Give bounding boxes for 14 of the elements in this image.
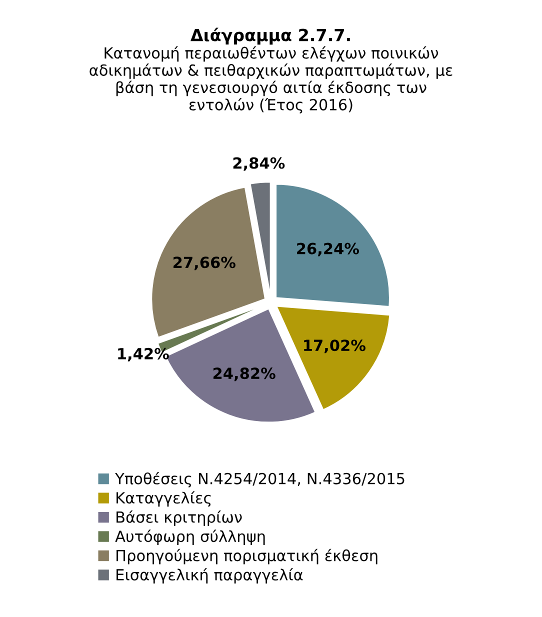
chart-title: Διάγραμμα 2.7.7. bbox=[190, 28, 350, 45]
legend-label: Βάσει κριτηρίων bbox=[116, 510, 242, 526]
legend-label: Εισαγγελική παραγγελία bbox=[116, 568, 303, 584]
chart-subtitle: Κατανομή περαιωθέντων ελέγχων ποινικών αδικημάτων & πειθαρχικών παραπτωμάτων, με βάση τη γενεσιουργό αιτία έκδοσης των εντολών (Έτος 2016) bbox=[90, 46, 452, 114]
data-label: 24,82% bbox=[213, 368, 276, 382]
data-label: 26,24% bbox=[297, 242, 360, 256]
data-label: 1,42% bbox=[118, 348, 169, 362]
data-label: 27,66% bbox=[174, 256, 236, 270]
legend-label: Υποθέσεις Ν.4254/2014, Ν.4336/2015 bbox=[115, 472, 404, 488]
data-label: 17,02% bbox=[304, 340, 366, 354]
legend-label: Αυτόφωρη σύλληψη bbox=[115, 530, 265, 546]
data-label: 2,84% bbox=[233, 157, 285, 171]
legend-label: Καταγγελίες bbox=[116, 491, 211, 507]
legend-label: Προηγούμενη πορισματική έκθεση bbox=[116, 548, 378, 564]
